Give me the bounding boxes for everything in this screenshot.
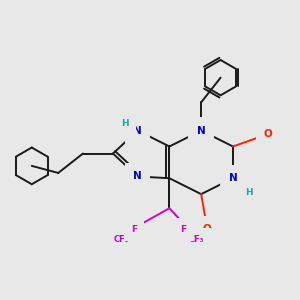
Text: F: F	[131, 225, 137, 234]
Text: H: H	[122, 119, 129, 128]
Text: N: N	[133, 126, 142, 136]
Text: N: N	[229, 173, 237, 183]
Text: H: H	[245, 188, 253, 197]
Text: O: O	[264, 129, 273, 139]
Text: N: N	[133, 172, 142, 182]
Text: O: O	[203, 224, 212, 234]
Text: CF₃: CF₃	[189, 235, 204, 244]
Text: N: N	[197, 126, 206, 136]
Text: CF₃: CF₃	[113, 235, 129, 244]
Text: F: F	[181, 225, 187, 234]
